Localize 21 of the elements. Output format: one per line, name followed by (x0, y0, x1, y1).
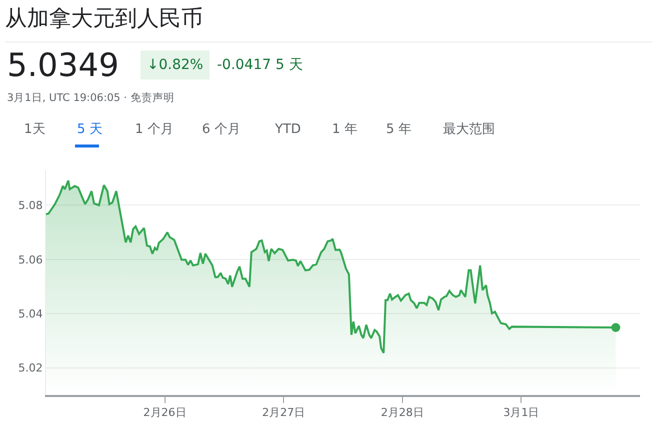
y-tick-label: 5.06 (18, 253, 43, 266)
text: 5.0349 (7, 46, 119, 84)
chart-title: 从加拿大元到人民币 (5, 6, 203, 32)
text: YTD (274, 122, 301, 137)
text: 最大范围 (443, 122, 495, 137)
text: 1 个月 (135, 122, 174, 137)
text: 6 个月 (202, 122, 240, 137)
x-tick-label: 2月26日 (143, 406, 186, 419)
text: 1天 (24, 122, 46, 137)
text: 5 天 (77, 122, 102, 137)
x-tick-label: 3月1日 (503, 406, 540, 419)
text: 3月1日, UTC 19:06:05 · 免责声明 (7, 91, 174, 104)
text: -0.0417 5 天 (217, 57, 303, 73)
text: 1 年 (332, 122, 358, 137)
y-tick-label: 5.04 (18, 308, 43, 321)
y-tick-label: 5.08 (18, 199, 43, 212)
text: 5 年 (386, 122, 412, 137)
x-tick-label: 2月28日 (380, 406, 424, 419)
text: ↓0.82% (147, 57, 204, 73)
x-tick-label: 2月27日 (262, 406, 306, 419)
y-tick-label: 5.02 (18, 362, 43, 375)
